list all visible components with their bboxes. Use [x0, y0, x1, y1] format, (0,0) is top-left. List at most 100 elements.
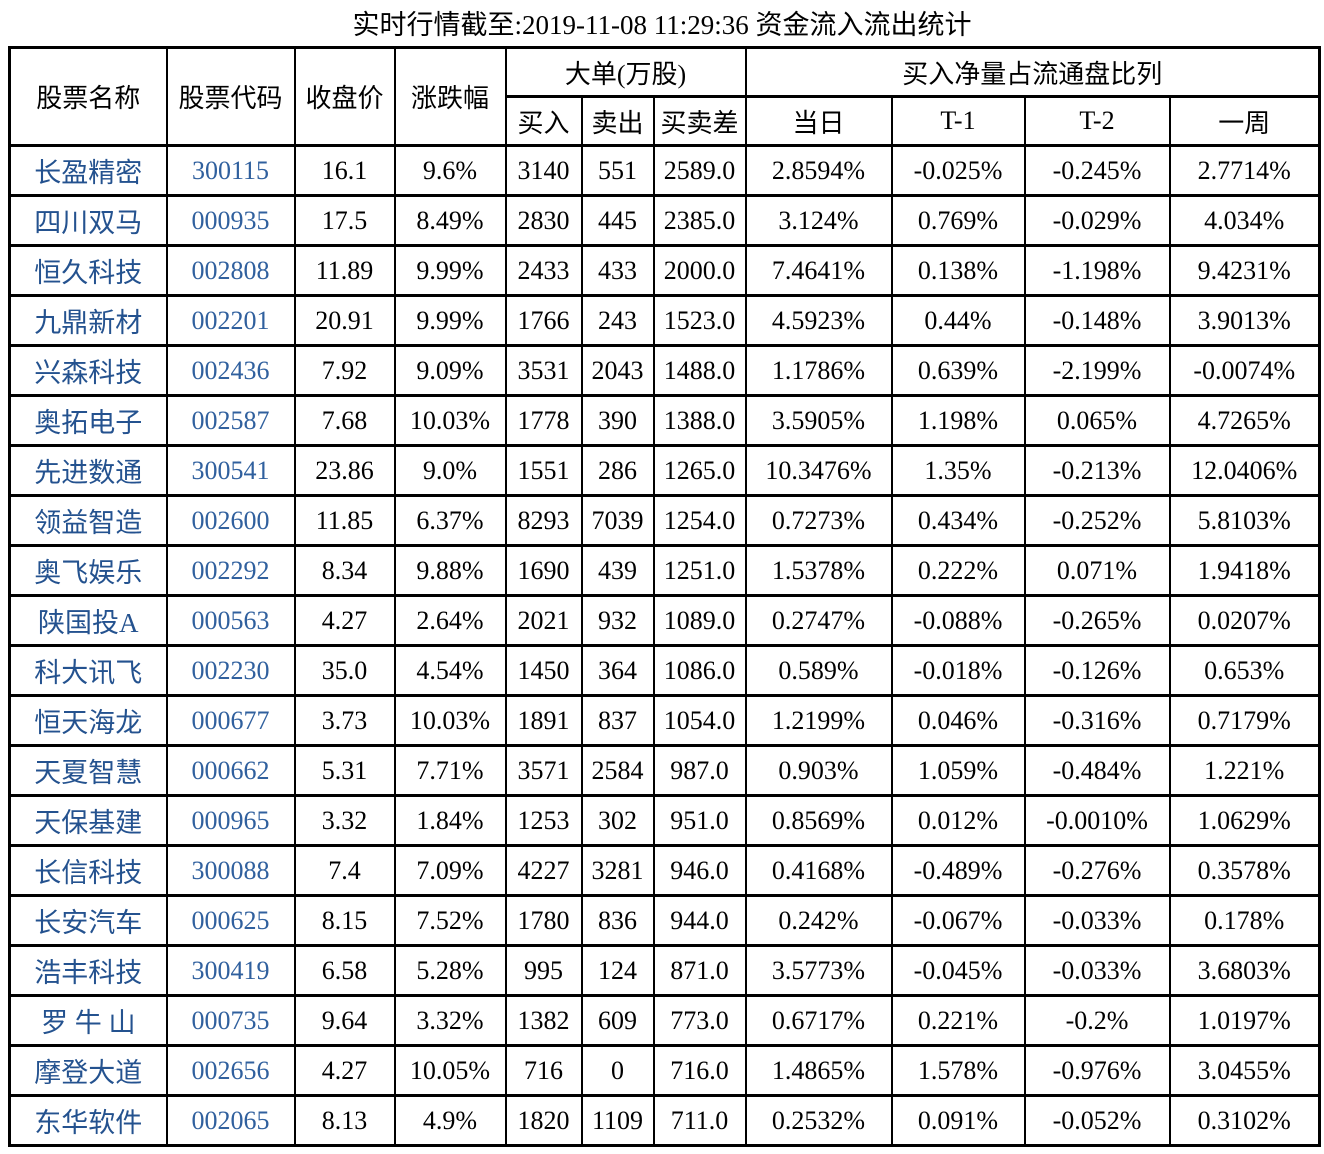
- stock-name-cell: 九鼎新材: [8, 294, 168, 347]
- sell-volume-cell: 364: [580, 644, 655, 697]
- net-buy-t2-cell: -0.148%: [1023, 294, 1171, 347]
- sell-volume-cell: 302: [580, 794, 655, 847]
- stock-code-cell: 000735: [165, 994, 296, 1047]
- change-pct-cell: 9.6%: [393, 144, 507, 197]
- net-buy-week-cell: 0.3102%: [1168, 1094, 1321, 1147]
- sell-volume-cell: 932: [580, 594, 655, 647]
- stock-name-cell: 罗 牛 山: [8, 994, 168, 1047]
- net-buy-t2-cell: -0.265%: [1023, 594, 1171, 647]
- group-header-net-buy-ratio: 买入净量占流通盘比列: [744, 46, 1321, 98]
- buy-sell-diff-cell: 2000.0: [652, 244, 747, 297]
- close-price-cell: 7.68: [293, 394, 396, 447]
- net-buy-t1-cell: 1.059%: [890, 744, 1026, 797]
- stock-name-cell: 先进数通: [8, 444, 168, 497]
- table-row: 长安汽车 000625 8.15 7.52% 1780 836 944.0 0.…: [8, 894, 1321, 947]
- stock-name-cell: 四川双马: [8, 194, 168, 247]
- close-price-cell: 7.92: [293, 344, 396, 397]
- close-price-cell: 23.86: [293, 444, 396, 497]
- header-row-groups: 股票名称 股票代码 收盘价 涨跌幅 大单(万股) 买入净量占流通盘比列: [8, 46, 1321, 147]
- net-buy-t1-cell: 0.012%: [890, 794, 1026, 847]
- table-row: 科大讯飞 002230 35.0 4.54% 1450 364 1086.0 0…: [8, 644, 1321, 697]
- stock-code-cell: 000662: [165, 744, 296, 797]
- buy-sell-diff-cell: 1265.0: [652, 444, 747, 497]
- stock-code-cell: 002600: [165, 494, 296, 547]
- close-price-cell: 17.5: [293, 194, 396, 247]
- stock-name-cell: 长信科技: [8, 844, 168, 897]
- sell-volume-cell: 3281: [580, 844, 655, 897]
- table-row: 恒天海龙 000677 3.73 10.03% 1891 837 1054.0 …: [8, 694, 1321, 747]
- change-pct-cell: 10.03%: [393, 694, 507, 747]
- stock-code-cell: 002587: [165, 394, 296, 447]
- change-pct-cell: 4.9%: [393, 1094, 507, 1147]
- close-price-cell: 5.31: [293, 744, 396, 797]
- table-header: 股票名称 股票代码 收盘价 涨跌幅 大单(万股) 买入净量占流通盘比列 买入 卖…: [8, 46, 1321, 147]
- stock-name-cell: 摩登大道: [8, 1044, 168, 1097]
- net-buy-today-cell: 0.6717%: [744, 994, 893, 1047]
- stock-code-cell: 002656: [165, 1044, 296, 1097]
- table-row: 四川双马 000935 17.5 8.49% 2830 445 2385.0 3…: [8, 194, 1321, 247]
- net-buy-t2-cell: -2.199%: [1023, 344, 1171, 397]
- buy-sell-diff-cell: 716.0: [652, 1044, 747, 1097]
- net-buy-t2-cell: -0.245%: [1023, 144, 1171, 197]
- buy-volume-cell: 1450: [504, 644, 583, 697]
- buy-sell-diff-cell: 951.0: [652, 794, 747, 847]
- net-buy-today-cell: 0.8569%: [744, 794, 893, 847]
- net-buy-t2-cell: -0.252%: [1023, 494, 1171, 547]
- stock-code-cell: 300115: [165, 144, 296, 197]
- table-row: 领益智造 002600 11.85 6.37% 8293 7039 1254.0…: [8, 494, 1321, 547]
- net-buy-today-cell: 0.242%: [744, 894, 893, 947]
- net-buy-t1-cell: 0.222%: [890, 544, 1026, 597]
- fund-flow-table: 股票名称 股票代码 收盘价 涨跌幅 大单(万股) 买入净量占流通盘比列 买入 卖…: [8, 46, 1322, 1147]
- sell-volume-cell: 2043: [580, 344, 655, 397]
- buy-volume-cell: 1891: [504, 694, 583, 747]
- buy-sell-diff-cell: 1523.0: [652, 294, 747, 347]
- net-buy-t2-cell: -0.2%: [1023, 994, 1171, 1047]
- net-buy-t1-cell: 1.35%: [890, 444, 1026, 497]
- buy-volume-cell: 716: [504, 1044, 583, 1097]
- net-buy-t1-cell: 0.046%: [890, 694, 1026, 747]
- close-price-cell: 8.34: [293, 544, 396, 597]
- change-pct-cell: 3.32%: [393, 994, 507, 1047]
- stock-name-cell: 陕国投A: [8, 594, 168, 647]
- close-price-cell: 4.27: [293, 1044, 396, 1097]
- sell-volume-cell: 433: [580, 244, 655, 297]
- sell-volume-cell: 837: [580, 694, 655, 747]
- buy-volume-cell: 2021: [504, 594, 583, 647]
- net-buy-today-cell: 4.5923%: [744, 294, 893, 347]
- table-row: 九鼎新材 002201 20.91 9.99% 1766 243 1523.0 …: [8, 294, 1321, 347]
- stock-code-cell: 002436: [165, 344, 296, 397]
- buy-sell-diff-cell: 1086.0: [652, 644, 747, 697]
- buy-volume-cell: 2830: [504, 194, 583, 247]
- stock-name-cell: 奥飞娱乐: [8, 544, 168, 597]
- change-pct-cell: 9.99%: [393, 244, 507, 297]
- net-buy-t2-cell: -0.0010%: [1023, 794, 1171, 847]
- stock-name-cell: 东华软件: [8, 1094, 168, 1147]
- table-row: 先进数通 300541 23.86 9.0% 1551 286 1265.0 1…: [8, 444, 1321, 497]
- close-price-cell: 3.32: [293, 794, 396, 847]
- stock-code-cell: 002201: [165, 294, 296, 347]
- net-buy-today-cell: 3.5773%: [744, 944, 893, 997]
- table-row: 奥拓电子 002587 7.68 10.03% 1778 390 1388.0 …: [8, 394, 1321, 447]
- net-buy-week-cell: 1.0197%: [1168, 994, 1321, 1047]
- net-buy-t2-cell: -0.033%: [1023, 894, 1171, 947]
- group-header-big-orders: 大单(万股): [504, 46, 747, 98]
- table-row: 浩丰科技 300419 6.58 5.28% 995 124 871.0 3.5…: [8, 944, 1321, 997]
- net-buy-week-cell: 0.3578%: [1168, 844, 1321, 897]
- net-buy-week-cell: 0.7179%: [1168, 694, 1321, 747]
- stock-name-cell: 兴森科技: [8, 344, 168, 397]
- table-row: 东华软件 002065 8.13 4.9% 1820 1109 711.0 0.…: [8, 1094, 1321, 1147]
- buy-sell-diff-cell: 1254.0: [652, 494, 747, 547]
- table-row: 长盈精密 300115 16.1 9.6% 3140 551 2589.0 2.…: [8, 144, 1321, 197]
- stock-code-cell: 300541: [165, 444, 296, 497]
- close-price-cell: 6.58: [293, 944, 396, 997]
- close-price-cell: 8.13: [293, 1094, 396, 1147]
- close-price-cell: 8.15: [293, 894, 396, 947]
- net-buy-t2-cell: -0.126%: [1023, 644, 1171, 697]
- net-buy-today-cell: 0.2532%: [744, 1094, 893, 1147]
- net-buy-week-cell: 4.7265%: [1168, 394, 1321, 447]
- sell-volume-cell: 439: [580, 544, 655, 597]
- col-header-stock-code: 股票代码: [165, 46, 296, 147]
- buy-volume-cell: 4227: [504, 844, 583, 897]
- net-buy-t2-cell: -0.484%: [1023, 744, 1171, 797]
- buy-volume-cell: 3140: [504, 144, 583, 197]
